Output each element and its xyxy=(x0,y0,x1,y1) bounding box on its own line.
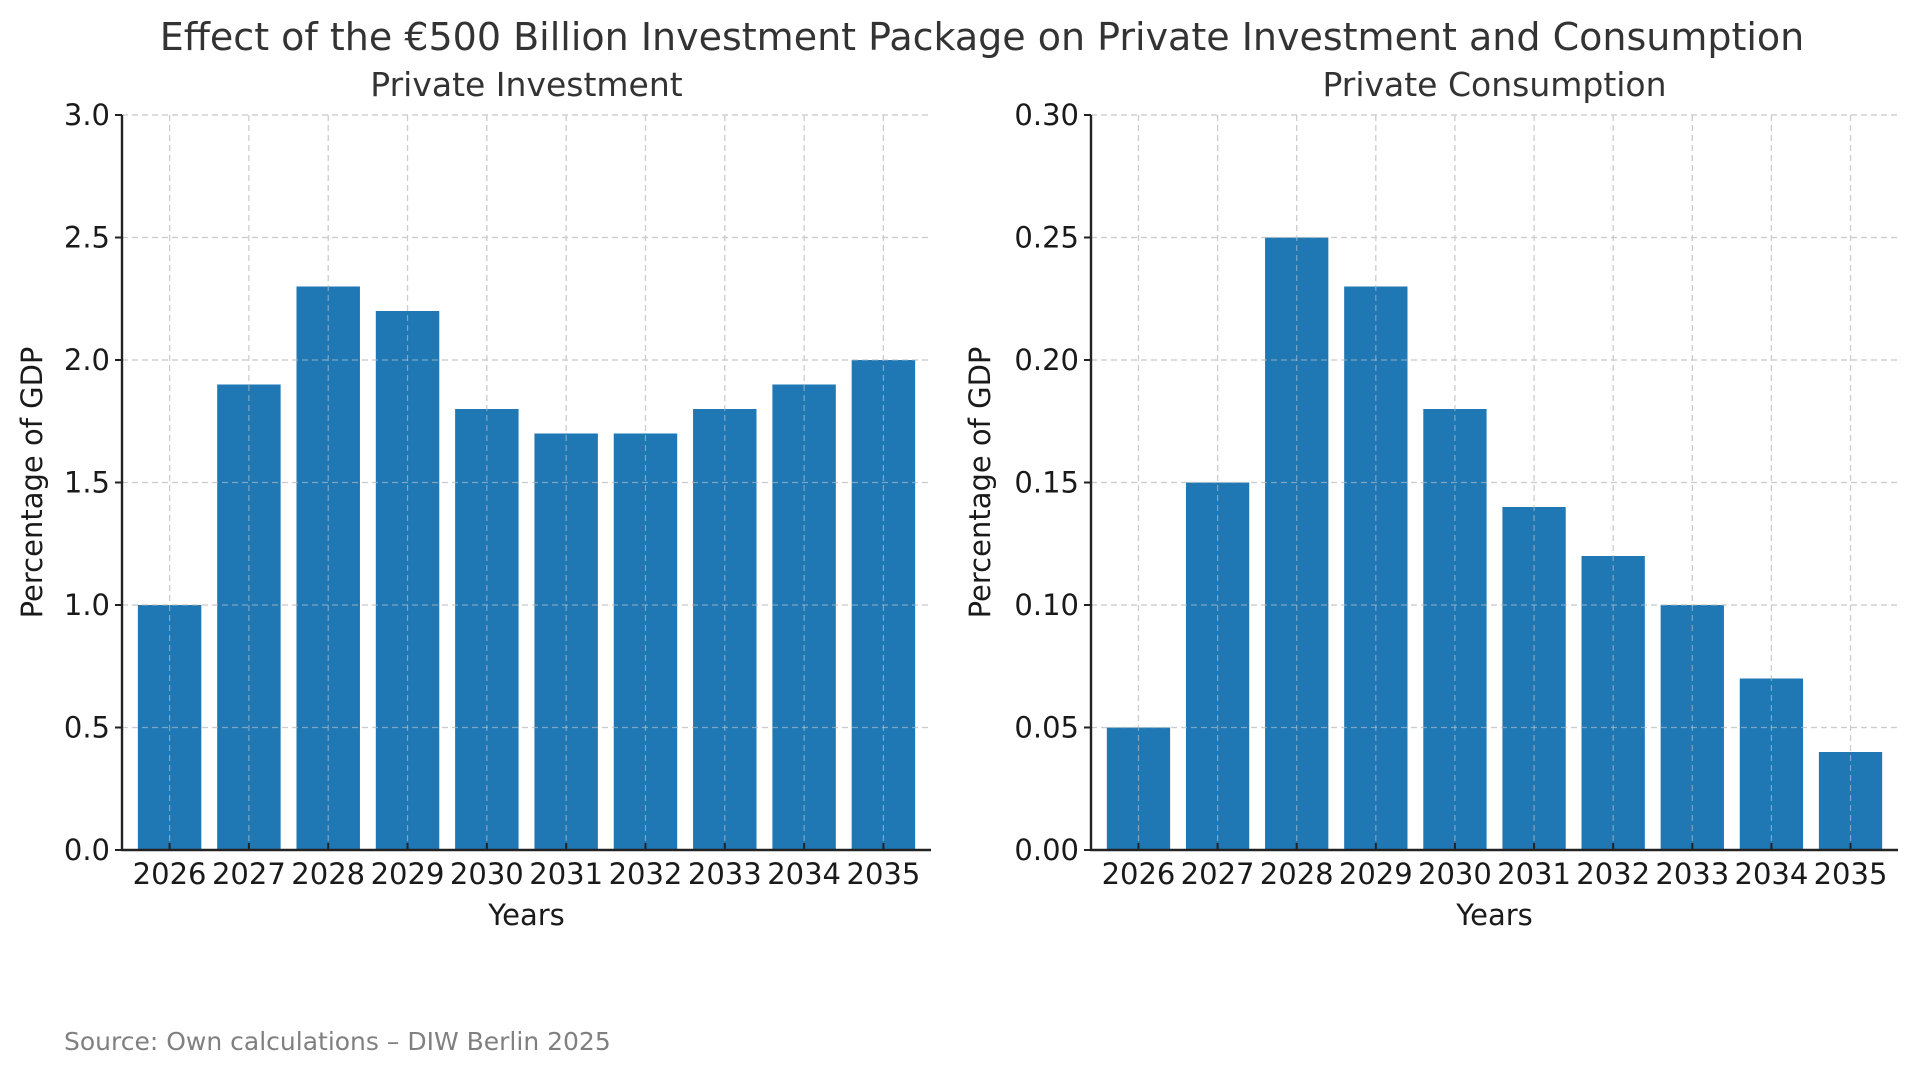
x-tick-label: 2027 xyxy=(1181,857,1255,891)
x-tick-label: 2031 xyxy=(1497,857,1571,891)
x-tick-label: 2031 xyxy=(529,857,603,891)
x-tick-label: 2032 xyxy=(1576,857,1650,891)
x-tick-label: 2034 xyxy=(767,857,841,891)
x-tick-label: 2032 xyxy=(609,857,683,891)
x-axis-label: Years xyxy=(1455,898,1533,932)
x-tick-label: 2035 xyxy=(1814,857,1888,891)
y-tick-label: 0.30 xyxy=(1014,98,1079,132)
bar-2034 xyxy=(1739,678,1804,850)
y-axis-label: Percentage of GDP xyxy=(15,347,49,619)
x-tick-label: 2028 xyxy=(291,857,365,891)
panel-title: Private Investment xyxy=(370,65,683,104)
x-tick-label: 2033 xyxy=(1655,857,1729,891)
source-note: Source: Own calculations – DIW Berlin 20… xyxy=(64,1027,611,1056)
x-tick-label: 2035 xyxy=(847,857,921,891)
x-tick-label: 2030 xyxy=(1418,857,1492,891)
y-tick-label: 0.05 xyxy=(1014,711,1079,745)
x-tick-label: 2029 xyxy=(1339,857,1413,891)
panel-private-consumption: 0.00 0.05 0.10 0.15 0.20 0.25 0.30 2026 2027 2028… xyxy=(963,65,1898,932)
x-tick-label: 2027 xyxy=(212,857,286,891)
y-tick-label: 0.10 xyxy=(1014,588,1079,622)
y-tick-label: 0.00 xyxy=(1014,833,1079,867)
y-tick-label: 0.20 xyxy=(1014,343,1079,377)
y-tick-label: 1.5 xyxy=(64,466,110,500)
y-tick-label: 1.0 xyxy=(64,588,110,622)
y-tick-label: 3.0 xyxy=(64,98,110,132)
x-tick-label: 2026 xyxy=(133,857,207,891)
figure-title: Effect of the €500 Billion Investment Pa… xyxy=(160,15,1805,59)
y-tick-label: 0.25 xyxy=(1014,221,1079,255)
x-tick-label: 2029 xyxy=(371,857,445,891)
x-tick-label: 2034 xyxy=(1735,857,1809,891)
x-tick-label: 2028 xyxy=(1260,857,1334,891)
y-tick-label: 0.5 xyxy=(64,711,110,745)
y-tick-label: 2.5 xyxy=(64,221,110,255)
y-tick-label: 0.15 xyxy=(1014,466,1079,500)
y-axis-label: Percentage of GDP xyxy=(963,347,997,619)
y-tick-label: 2.0 xyxy=(64,343,110,377)
x-tick-label: 2033 xyxy=(688,857,762,891)
y-tick-label: 0.0 xyxy=(64,833,110,867)
panel-title: Private Consumption xyxy=(1322,65,1666,104)
x-tick-label: 2026 xyxy=(1102,857,1176,891)
x-axis-label: Years xyxy=(487,898,565,932)
x-tick-label: 2030 xyxy=(450,857,524,891)
